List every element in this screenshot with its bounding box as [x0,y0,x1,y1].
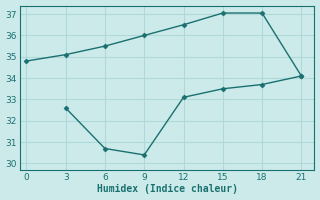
X-axis label: Humidex (Indice chaleur): Humidex (Indice chaleur) [97,184,238,194]
